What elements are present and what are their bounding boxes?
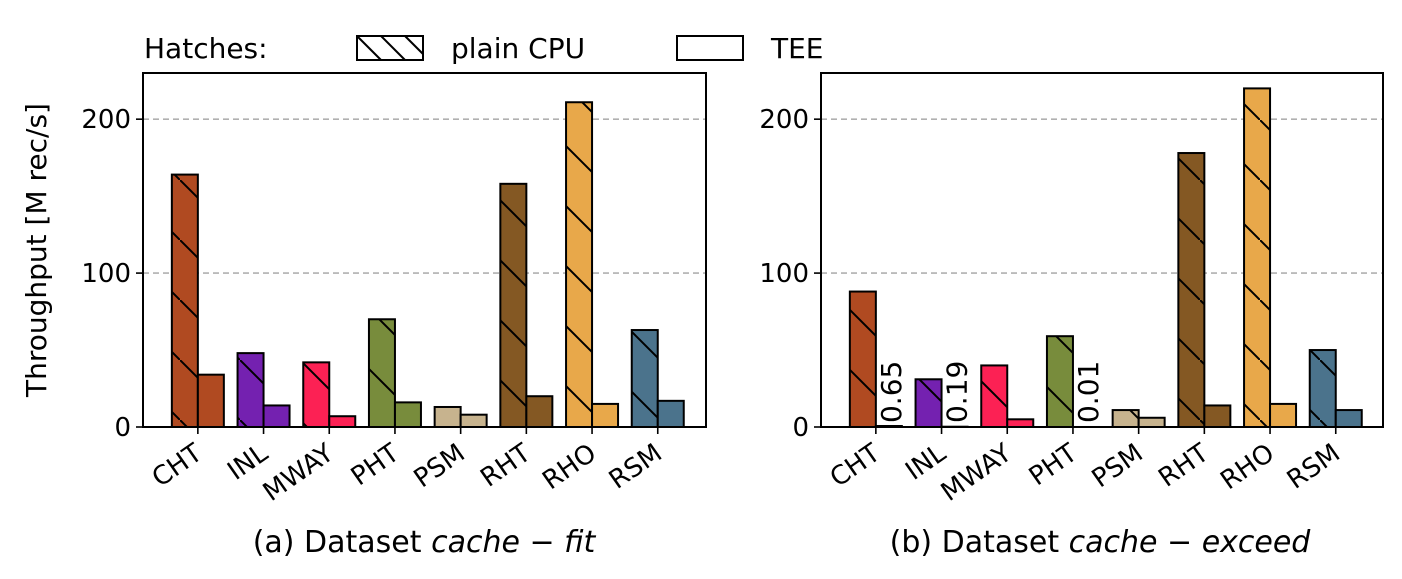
bar-hatch-pht bbox=[368, 319, 395, 427]
legend-item-plain-cpu: plain CPU bbox=[356, 32, 585, 65]
bar-cht-tee bbox=[196, 373, 225, 428]
bar-mway-tee bbox=[1006, 418, 1035, 429]
panel-title: (b) Dataset cache − exceed bbox=[890, 525, 1312, 560]
value-annotation: 0.65 bbox=[875, 361, 908, 423]
bar-hatch-rho bbox=[1244, 88, 1271, 428]
panel-title-prefix: (a) Dataset bbox=[253, 525, 431, 560]
bar-rho-tee bbox=[1269, 402, 1298, 429]
x-tick-label: MWAY bbox=[258, 438, 339, 508]
x-tick-label: RHO bbox=[537, 438, 602, 496]
bar-hatch-cht bbox=[171, 174, 198, 427]
bar-hatch-cht bbox=[849, 291, 876, 427]
legend-swatch-plain bbox=[676, 35, 744, 61]
bar-rsm-tee bbox=[656, 399, 685, 428]
x-tick-label: RHO bbox=[1215, 438, 1280, 496]
bar-hatch-inl bbox=[237, 353, 264, 427]
bar-hatch-pht bbox=[1046, 336, 1073, 427]
bar-hatch-rsm bbox=[1309, 350, 1336, 427]
x-tick-label: MWAY bbox=[936, 438, 1017, 508]
x-tick-label: RHT bbox=[475, 438, 536, 493]
bar-hatch-psm bbox=[434, 406, 461, 427]
bar-rht-tee bbox=[1203, 404, 1232, 429]
bar-rho-tee bbox=[591, 402, 620, 429]
x-tick-label: PHT bbox=[346, 438, 405, 492]
legend-hatch-line bbox=[380, 35, 406, 61]
legend-item-tee: TEE bbox=[676, 32, 824, 65]
bar-rsm-tee bbox=[1334, 409, 1363, 429]
y-tick-label: 0 bbox=[792, 413, 809, 443]
y-axis-label: Throughput [M rec/s] bbox=[20, 103, 53, 398]
y-tick-label: 100 bbox=[759, 259, 809, 289]
y-tick-label: 100 bbox=[81, 259, 131, 289]
x-tick-label: CHT bbox=[825, 438, 886, 493]
legend: Hatches: plain CPU TEE bbox=[144, 32, 824, 65]
x-tick-label: CHT bbox=[147, 438, 208, 493]
legend-label-plain-cpu: plain CPU bbox=[451, 32, 585, 65]
bar-hatch-rho bbox=[566, 102, 593, 428]
legend-prefix: Hatches: bbox=[144, 32, 268, 65]
bar-hatch-mway bbox=[981, 365, 1008, 427]
bar-hatch-inl bbox=[915, 379, 942, 427]
x-tick-label: PHT bbox=[1024, 438, 1083, 492]
bar-hatch-rht bbox=[1178, 153, 1205, 427]
bar-hatch-mway bbox=[303, 362, 330, 427]
bar-rht-tee bbox=[525, 395, 554, 428]
bar-psm-tee bbox=[459, 413, 488, 428]
value-annotation: 0.01 bbox=[1072, 361, 1105, 423]
y-tick-label: 200 bbox=[81, 105, 131, 135]
plot-frame bbox=[142, 72, 707, 428]
x-tick-label: RSM bbox=[604, 438, 668, 495]
bar-hatch-psm bbox=[1112, 410, 1139, 427]
plot-frame bbox=[820, 72, 1384, 428]
x-tick-label: PSM bbox=[409, 438, 471, 494]
bar-mway-tee bbox=[328, 415, 357, 428]
x-tick-label: RHT bbox=[1153, 438, 1214, 493]
x-tick-label: PSM bbox=[1087, 438, 1149, 494]
panel-title-italic: cache − exceed bbox=[1069, 525, 1312, 560]
panel-title-italic: cache − fit bbox=[431, 525, 596, 560]
bar-psm-tee bbox=[1137, 416, 1166, 429]
legend-hatch-line bbox=[356, 35, 382, 61]
panel-title-prefix: (b) Dataset bbox=[890, 525, 1069, 560]
bar-pht-tee bbox=[393, 401, 422, 428]
legend-label-tee: TEE bbox=[770, 32, 824, 65]
legend-swatch-hatched bbox=[356, 35, 424, 61]
panel-title: (a) Dataset cache − fit bbox=[253, 525, 597, 560]
legend-hatch-line bbox=[404, 35, 424, 55]
bar-inl-tee bbox=[262, 404, 291, 429]
y-tick-label: 200 bbox=[759, 105, 809, 135]
value-annotation: 0.19 bbox=[941, 361, 974, 423]
x-tick-label: RSM bbox=[1282, 438, 1346, 495]
bar-hatch-rht bbox=[500, 183, 527, 427]
y-tick-label: 0 bbox=[114, 413, 131, 443]
bar-hatch-rsm bbox=[631, 330, 658, 427]
